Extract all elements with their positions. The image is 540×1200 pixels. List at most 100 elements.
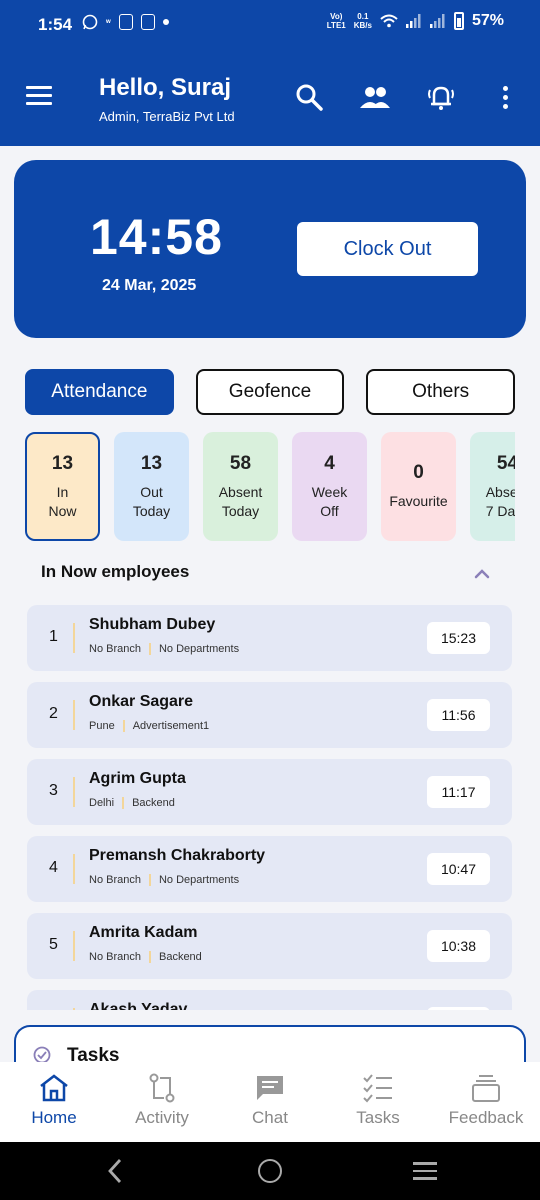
feedback-icon [472, 1075, 500, 1102]
nav-chat-label: Chat [252, 1108, 288, 1127]
employee-meta: Delhi Backend [89, 797, 175, 809]
status-bar: 1:54 ʷ Vo) LTE1 0.1 KB/s 57% [0, 0, 540, 50]
row-divider [73, 777, 75, 807]
list-item[interactable]: 6 Akash Yadav [27, 990, 512, 1010]
net-speed-unit: KB/s [353, 21, 372, 30]
bell-icon[interactable] [426, 82, 456, 112]
more-options-icon[interactable] [503, 86, 509, 113]
nav-tasks-label: Tasks [356, 1108, 400, 1127]
recent-apps-icon[interactable] [413, 1162, 437, 1180]
nav-feedback-label: Feedback [448, 1108, 524, 1127]
list-item[interactable]: 4 Premansh Chakraborty No Branch No Depar… [27, 836, 512, 902]
check-in-time [427, 1007, 490, 1010]
notification-icons: ʷ [82, 14, 169, 30]
wifi-icon [380, 14, 398, 28]
tab-others[interactable]: Others [366, 369, 516, 415]
employee-list[interactable]: 1 Shubham Dubey No Branch No Departments … [27, 605, 512, 1010]
nav-home-label: Home [31, 1108, 77, 1127]
employee-department: Backend [132, 797, 175, 809]
employee-department: Backend [158, 951, 202, 963]
stat-value: 0 [413, 462, 424, 483]
nav-feedback[interactable]: Feedback [432, 1062, 540, 1142]
app-header: Hello, Suraj Admin, TerraBiz Pvt Ltd [0, 50, 540, 146]
clock-card: 14:58 24 Mar, 2025 Clock Out [14, 160, 526, 338]
check-in-time: 11:56 [427, 699, 490, 731]
whatsapp-icon [82, 14, 98, 30]
list-item[interactable]: 1 Shubham Dubey No Branch No Departments … [27, 605, 512, 671]
clock-out-button[interactable]: Clock Out [297, 222, 478, 276]
employee-meta: No Branch Backend [89, 951, 202, 963]
stat-out-today[interactable]: 13 Out Today [114, 432, 189, 541]
stat-label: Absent Today [218, 483, 263, 519]
row-index: 1 [49, 628, 58, 645]
tab-geofence[interactable]: Geofence [195, 369, 345, 415]
home-circle-icon[interactable] [258, 1159, 282, 1183]
stat-label: Week Off [311, 483, 348, 519]
nav-tasks[interactable]: Tasks [324, 1062, 432, 1142]
employee-meta: Pune Advertisement1 [89, 720, 209, 732]
stat-label: Favourite [389, 493, 448, 509]
bottom-navigation: Home Activity Chat Tasks Feedback [0, 1062, 540, 1142]
employee-name: Onkar Sagare [89, 693, 194, 710]
stat-favourite[interactable]: 0 Favourite [381, 432, 456, 541]
nav-home[interactable]: Home [0, 1062, 108, 1142]
employee-branch: Pune [89, 720, 115, 732]
list-item[interactable]: 5 Amrita Kadam No Branch Backend 10:38 [27, 913, 512, 979]
battery-icon [453, 12, 464, 30]
app-notification-icon: ʷ [106, 17, 111, 27]
stat-in-now[interactable]: 13 In Now [25, 432, 100, 541]
battery-level: 57% [471, 12, 504, 29]
row-index: 5 [49, 936, 58, 953]
greeting-title: Hello, Suraj [99, 74, 232, 101]
section-tabs: Attendance Geofence Others [25, 369, 516, 415]
more-notifications-dot-icon [162, 19, 169, 25]
stat-absent-7-days[interactable]: 54 Absent 7 Days [470, 432, 515, 541]
people-icon[interactable] [358, 82, 392, 112]
home-icon [40, 1074, 68, 1102]
row-divider [73, 623, 75, 653]
employee-name: Premansh Chakraborty [89, 847, 266, 864]
stat-value: 13 [51, 452, 74, 474]
employee-name: Shubham Dubey [89, 616, 216, 633]
stat-value: 58 [229, 452, 252, 474]
stats-strip[interactable]: 13 In Now 13 Out Today 58 Absent Today 4… [25, 432, 515, 542]
employee-name: Amrita Kadam [89, 924, 198, 941]
nav-activity[interactable]: Activity [108, 1062, 216, 1142]
row-divider [73, 1008, 75, 1010]
list-item[interactable]: 2 Onkar Sagare Pune Advertisement1 11:56 [27, 682, 512, 748]
employee-name: Akash Yadav [89, 1001, 188, 1010]
check-in-time: 11:17 [427, 776, 490, 808]
back-icon[interactable] [104, 1158, 128, 1184]
activity-icon [149, 1073, 175, 1103]
stat-value: 4 [324, 452, 335, 474]
tab-attendance[interactable]: Attendance [25, 369, 174, 415]
check-in-time: 15:23 [427, 622, 490, 654]
tasks-card-title: Tasks [67, 1045, 120, 1066]
nav-chat[interactable]: Chat [216, 1062, 324, 1142]
row-divider [73, 931, 75, 961]
signal-icon [405, 14, 421, 28]
search-icon[interactable] [294, 82, 324, 112]
status-right: Vo) LTE1 0.1 KB/s 57% [327, 12, 504, 30]
chevron-up-icon[interactable] [474, 566, 490, 582]
stat-value: 54 [496, 452, 515, 474]
check-in-time: 10:47 [427, 853, 490, 885]
network-speed: 0.1 KB/s [354, 12, 372, 30]
employee-meta: No Branch No Departments [89, 874, 239, 886]
employee-name: Agrim Gupta [89, 770, 186, 787]
hamburger-menu-icon[interactable] [26, 86, 52, 106]
employee-department: No Departments [158, 643, 240, 655]
current-date: 24 Mar, 2025 [102, 277, 197, 294]
stat-week-off[interactable]: 4 Week Off [292, 432, 367, 541]
stat-value: 13 [140, 452, 163, 474]
row-divider [73, 854, 75, 884]
list-item[interactable]: 3 Agrim Gupta Delhi Backend 11:17 [27, 759, 512, 825]
row-divider [73, 700, 75, 730]
system-navigation-bar [0, 1142, 540, 1200]
stat-label: Out Today [132, 483, 171, 519]
volte-indicator: Vo) LTE1 [326, 12, 346, 30]
employee-department: Advertisement1 [132, 720, 210, 732]
calculator-icon-2 [140, 14, 155, 30]
calculator-icon [118, 14, 133, 30]
stat-absent-today[interactable]: 58 Absent Today [203, 432, 278, 541]
